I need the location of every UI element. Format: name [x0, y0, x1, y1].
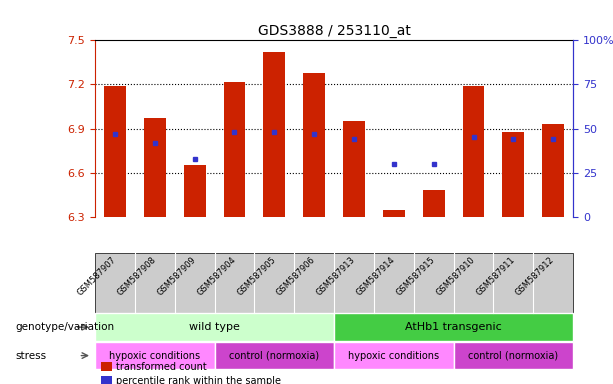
Bar — [184, 166, 205, 217]
Text: GSM587914: GSM587914 — [355, 255, 397, 297]
Text: GSM587910: GSM587910 — [435, 255, 477, 297]
Text: wild type: wild type — [189, 322, 240, 332]
Text: genotype/variation: genotype/variation — [15, 322, 115, 332]
Text: control (normoxia): control (normoxia) — [229, 351, 319, 361]
Bar — [264, 52, 285, 217]
Bar — [303, 73, 325, 217]
Bar — [423, 190, 444, 217]
Bar — [463, 86, 484, 217]
Text: GSM587904: GSM587904 — [196, 255, 238, 297]
Bar — [224, 81, 245, 217]
Text: GSM587909: GSM587909 — [156, 255, 197, 297]
Bar — [343, 121, 365, 217]
Text: GSM587908: GSM587908 — [115, 255, 158, 297]
Text: percentile rank within the sample: percentile rank within the sample — [116, 376, 281, 384]
Text: GSM587915: GSM587915 — [395, 255, 437, 297]
Text: AtHb1 transgenic: AtHb1 transgenic — [405, 322, 502, 332]
Text: GSM587905: GSM587905 — [235, 255, 277, 297]
Bar — [503, 132, 524, 217]
Bar — [383, 210, 405, 217]
Text: GSM587912: GSM587912 — [514, 255, 557, 297]
Text: GSM587906: GSM587906 — [275, 255, 318, 297]
Text: hypoxic conditions: hypoxic conditions — [109, 351, 200, 361]
Text: GSM587913: GSM587913 — [314, 255, 357, 297]
Title: GDS3888 / 253110_at: GDS3888 / 253110_at — [257, 24, 411, 38]
Bar — [144, 118, 166, 217]
Text: control (normoxia): control (normoxia) — [468, 351, 558, 361]
Bar — [104, 86, 126, 217]
Text: stress: stress — [15, 351, 47, 361]
Text: transformed count: transformed count — [116, 362, 207, 372]
Bar — [543, 124, 564, 217]
Text: hypoxic conditions: hypoxic conditions — [348, 351, 440, 361]
Text: GSM587907: GSM587907 — [75, 255, 118, 297]
Text: GSM587911: GSM587911 — [474, 255, 516, 297]
